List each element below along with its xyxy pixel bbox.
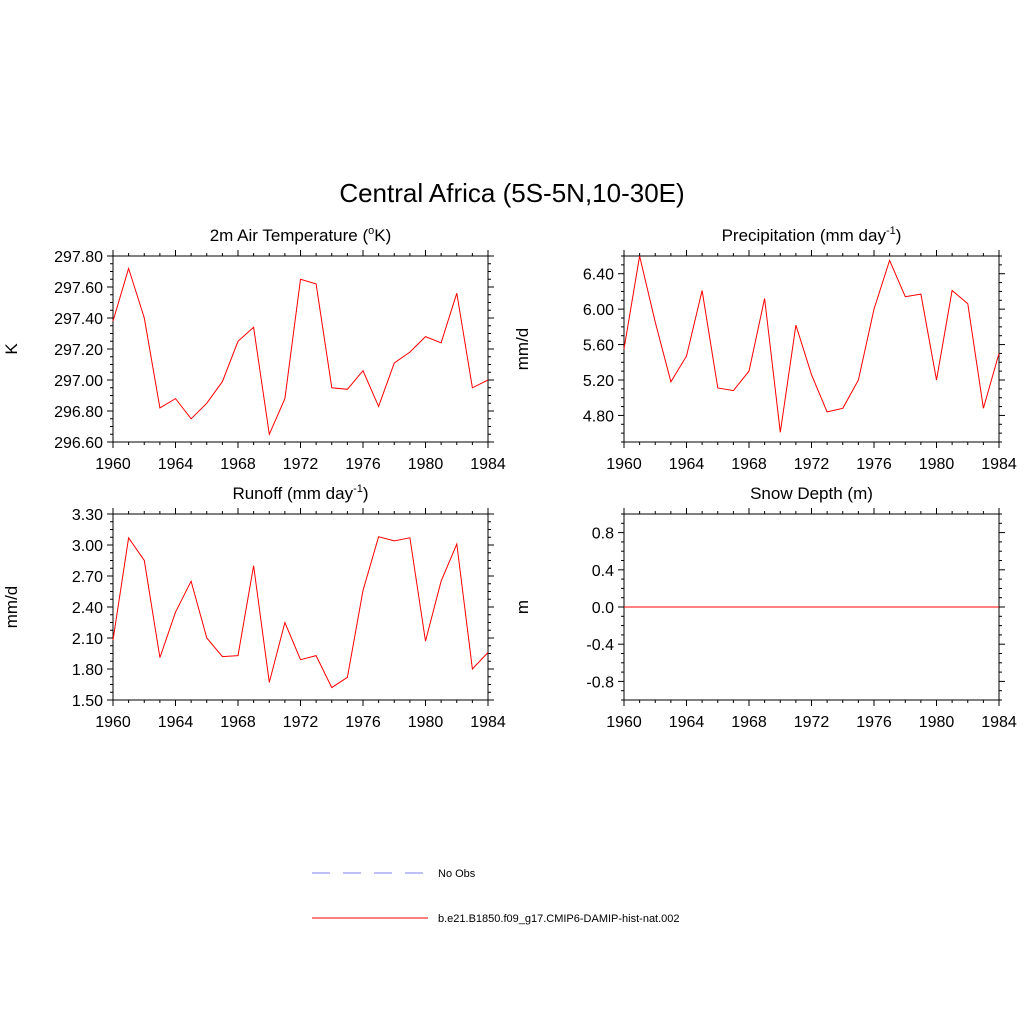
y-tick-label: 4.80 bbox=[583, 408, 614, 425]
y-axis-label-runoff: mm/d bbox=[2, 586, 21, 629]
y-tick-label: 3.00 bbox=[72, 538, 103, 555]
panels: 1960 1964 1968 1972 1976 1980 1984 296.60 296.80… bbox=[2, 225, 1017, 731]
x-tick-label: 1984 bbox=[981, 456, 1017, 473]
x-tick-label: 1984 bbox=[981, 714, 1017, 731]
x-tick-label: 1968 bbox=[220, 714, 256, 731]
y-tick-label: 297.00 bbox=[54, 373, 103, 390]
y-tick-label: 1.80 bbox=[72, 662, 103, 679]
x-tick-label: 1960 bbox=[95, 714, 131, 731]
x-tick-label: 1972 bbox=[283, 456, 319, 473]
y-tick-label: 5.20 bbox=[583, 373, 614, 390]
y-tick-label: 0.8 bbox=[592, 526, 614, 543]
x-tick-label: 1980 bbox=[919, 714, 955, 731]
x-tick-label: 1968 bbox=[731, 456, 767, 473]
y-tick-label: 6.40 bbox=[583, 267, 614, 284]
x-tick-label: 1976 bbox=[856, 714, 892, 731]
x-tick-label: 1960 bbox=[95, 456, 131, 473]
plot-frame bbox=[623, 255, 1000, 443]
y-tick-label: 6.00 bbox=[583, 302, 614, 319]
y-tick-label: 0.0 bbox=[592, 600, 614, 617]
x-tick-label: 1972 bbox=[283, 714, 319, 731]
x-tick-label: 1964 bbox=[158, 714, 194, 731]
x-tick-label: 1964 bbox=[158, 456, 194, 473]
y-tick-label: 297.40 bbox=[54, 311, 103, 328]
x-tick-label: 1972 bbox=[794, 714, 830, 731]
x-tick-label: 1960 bbox=[606, 714, 642, 731]
x-tick-label: 1976 bbox=[345, 714, 381, 731]
panel-runoff: 1960 1964 1968 1972 1976 1980 1984 1.50 1.80 2.10… bbox=[2, 483, 506, 731]
x-tick-label: 1968 bbox=[731, 714, 767, 731]
x-tick-label: 1972 bbox=[794, 456, 830, 473]
legend-no-obs-label: No Obs bbox=[438, 868, 476, 880]
x-tick-label: 1960 bbox=[606, 456, 642, 473]
y-tick-label: 2.10 bbox=[72, 631, 103, 648]
y-tick-label: 2.40 bbox=[72, 600, 103, 617]
series-line-precipitation bbox=[623, 255, 1000, 433]
panel-temperature: 1960 1964 1968 1972 1976 1980 1984 296.60 296.80… bbox=[2, 225, 506, 473]
y-tick-label: 297.60 bbox=[54, 280, 103, 297]
legend: No Obs b.e21.B1850.f09_g17.CMIP6-DAMIP-h… bbox=[312, 868, 680, 925]
x-tick-label: 1984 bbox=[470, 456, 506, 473]
panel-snow-depth: 1960 1964 1968 1972 1976 1980 1984 -0.8 -0.4 0.0 0… bbox=[513, 484, 1017, 731]
y-tick-label: -0.4 bbox=[586, 637, 614, 654]
panel-precipitation: 1960 1964 1968 1972 1976 1980 1984 4.80 5.20 5.60… bbox=[513, 225, 1017, 473]
y-tick-label: 2.70 bbox=[72, 569, 103, 586]
y-axis-label-precipitation: mm/d bbox=[513, 328, 532, 371]
figure-title: Central Africa (5S-5N,10-30E) bbox=[339, 178, 684, 208]
x-tick-label: 1964 bbox=[669, 714, 705, 731]
x-tick-label: 1968 bbox=[220, 456, 256, 473]
x-tick-label: 1976 bbox=[345, 456, 381, 473]
x-tick-label: 1984 bbox=[470, 714, 506, 731]
legend-model-label: b.e21.B1850.f09_g17.CMIP6-DAMIP-hist-nat… bbox=[438, 913, 680, 925]
y-tick-label: 297.80 bbox=[54, 249, 103, 266]
y-tick-label: 3.30 bbox=[72, 507, 103, 524]
panel-title-precipitation: Precipitation (mm day-1) bbox=[722, 225, 902, 245]
y-tick-label: 5.60 bbox=[583, 338, 614, 355]
panel-title-snow-depth: Snow Depth (m) bbox=[750, 484, 873, 503]
y-tick-label: 0.4 bbox=[592, 563, 614, 580]
y-axis-label-snow-depth: m bbox=[513, 600, 532, 614]
y-axis-label-temperature: K bbox=[2, 343, 21, 355]
plot-frame bbox=[112, 255, 489, 443]
series-line-temperature bbox=[112, 266, 489, 437]
x-tick-label: 1976 bbox=[856, 456, 892, 473]
x-tick-label: 1980 bbox=[919, 456, 955, 473]
y-tick-label: 1.50 bbox=[72, 693, 103, 710]
x-tick-label: 1980 bbox=[408, 456, 444, 473]
panel-title-temperature: 2m Air Temperature (oK) bbox=[210, 225, 392, 245]
y-tick-label: 296.60 bbox=[54, 435, 103, 452]
panel-title-runoff: Runoff (mm day-1) bbox=[232, 483, 368, 503]
plot-frame bbox=[112, 513, 489, 701]
x-tick-label: 1980 bbox=[408, 714, 444, 731]
y-tick-label: 296.80 bbox=[54, 404, 103, 421]
x-tick-label: 1964 bbox=[669, 456, 705, 473]
series-line-runoff bbox=[112, 536, 489, 689]
y-tick-label: -0.8 bbox=[586, 674, 614, 691]
y-tick-label: 297.20 bbox=[54, 342, 103, 359]
